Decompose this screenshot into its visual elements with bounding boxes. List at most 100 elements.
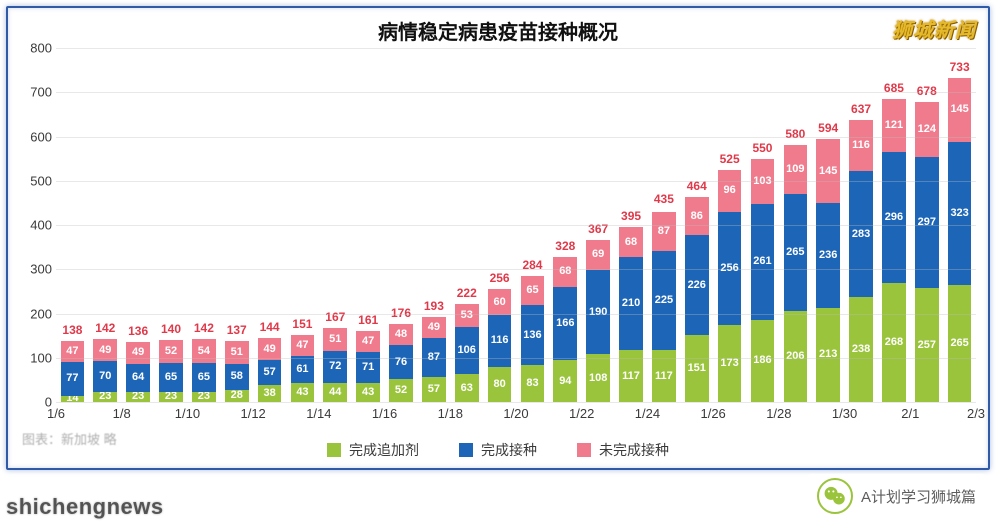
bar-segment-label: 86: [691, 211, 703, 222]
bar-segment-label: 87: [658, 226, 670, 237]
bar-segment-blue: 61: [291, 356, 315, 383]
watermark-top-right: 狮城新闻: [892, 14, 976, 43]
stacked-bar: 36710819069: [586, 240, 610, 402]
wechat-badge-text: A计划学习狮城篇: [861, 486, 976, 507]
grid-line: [56, 181, 976, 182]
bar-segment-pink: 87: [652, 212, 676, 250]
bar-segment-pink: 68: [553, 257, 577, 287]
bar-segment-label: 151: [688, 363, 706, 374]
bar-segment-label: 225: [655, 295, 673, 306]
bar-segment-label: 190: [589, 307, 607, 318]
bar-segment-label: 57: [263, 367, 275, 378]
bar-segment-green: 206: [784, 311, 808, 402]
bar-segment-label: 238: [852, 344, 870, 355]
x-tick-label: 1/14: [306, 406, 331, 421]
bar-total-label: 161: [358, 313, 378, 327]
bar-segment-blue: 65: [159, 363, 183, 392]
x-tick-label: 1/26: [700, 406, 725, 421]
bar-segment-label: 296: [885, 212, 903, 223]
bar-segment-label: 70: [99, 371, 111, 382]
grid-line: [56, 225, 976, 226]
stacked-bar: 550186261103: [751, 159, 775, 402]
stacked-bar: 46415122686: [685, 197, 709, 402]
bar-total-label: 140: [161, 322, 181, 336]
bar-segment-pink: 109: [784, 145, 808, 193]
bar-segment-label: 43: [362, 387, 374, 398]
bar-segment-pink: 49: [258, 338, 282, 360]
bar-total-label: 151: [292, 317, 312, 331]
bar-segment-pink: 68: [619, 227, 643, 257]
bar-segment-blue: 65: [192, 363, 216, 392]
wechat-icon: [817, 478, 853, 514]
x-tick-label: 1/30: [832, 406, 857, 421]
bar-total-label: 144: [260, 320, 280, 334]
grid-line: [56, 402, 976, 403]
bar-segment-pink: 145: [816, 139, 840, 203]
y-tick-label: 600: [12, 129, 52, 144]
bar-segment-label: 51: [231, 347, 243, 358]
bar-segment-pink: 47: [291, 335, 315, 356]
bar-segment-blue: 190: [586, 270, 610, 354]
bar-segment-label: 173: [720, 358, 738, 369]
bar-total-label: 222: [457, 286, 477, 300]
bar-segment-label: 49: [132, 347, 144, 358]
bar-segment-blue: 296: [882, 152, 906, 283]
legend-label: 完成接种: [481, 440, 537, 460]
bar-segment-label: 23: [165, 391, 177, 402]
bar-segment-label: 57: [428, 384, 440, 395]
bar-segment-label: 49: [263, 344, 275, 355]
bar-segment-blue: 72: [323, 351, 347, 383]
bar-segment-blue: 261: [751, 204, 775, 319]
bar-segment-label: 58: [231, 371, 243, 382]
bar-segment-label: 297: [918, 217, 936, 228]
bar-segment-green: 28: [225, 390, 249, 402]
stacked-bar: 151436147: [291, 335, 315, 402]
grid-line: [56, 92, 976, 93]
bar-segment-pink: 49: [126, 342, 150, 364]
bar-segment-label: 65: [526, 285, 538, 296]
bar-segment-label: 49: [99, 345, 111, 356]
bar-segment-blue: 265: [784, 194, 808, 311]
stacked-bar: 52517325696: [718, 170, 742, 402]
bar-segment-blue: 166: [553, 287, 577, 360]
grid-line: [56, 269, 976, 270]
bar-segment-pink: 52: [159, 340, 183, 363]
bar-segment-pink: 54: [192, 339, 216, 363]
bar-segment-pink: 96: [718, 170, 742, 212]
bar-segment-pink: 116: [849, 120, 873, 171]
stacked-bar: 685268296121: [882, 99, 906, 402]
bar-segment-pink: 49: [422, 317, 446, 339]
bar-segment-blue: 58: [225, 364, 249, 390]
bar-segment-label: 265: [950, 338, 968, 349]
source-note: 图表：新加坡 略: [22, 429, 117, 448]
bar-total-label: 138: [62, 323, 82, 337]
bar-segment-label: 323: [950, 208, 968, 219]
bar-segment-blue: 225: [652, 251, 676, 351]
bar-segment-label: 23: [132, 391, 144, 402]
bar-segment-label: 38: [263, 388, 275, 399]
bar-segment-green: 213: [816, 308, 840, 402]
x-tick-label: 1/16: [372, 406, 397, 421]
bar-segment-label: 283: [852, 229, 870, 240]
bar-total-label: 594: [818, 121, 838, 135]
bar-segment-pink: 60: [488, 289, 512, 316]
stacked-bar: 142237049: [93, 339, 117, 402]
stacked-bar: 3289416668: [553, 257, 577, 402]
legend-label: 完成追加剂: [349, 440, 419, 460]
legend-item-blue: 完成接种: [459, 440, 537, 460]
bar-segment-label: 71: [362, 362, 374, 373]
stacked-bar: 144385749: [258, 338, 282, 402]
bar-segment-blue: 210: [619, 257, 643, 350]
stacked-bar: 2226310653: [455, 304, 479, 402]
bar-segment-green: 38: [258, 385, 282, 402]
bar-segment-label: 257: [918, 340, 936, 351]
chart-area: 病情稳定病患疫苗接种概况 狮城新闻 1381477471422370491362…: [6, 6, 990, 470]
bar-segment-label: 65: [198, 372, 210, 383]
legend-item-green: 完成追加剂: [327, 440, 419, 460]
bar-segment-pink: 51: [323, 328, 347, 351]
bar-segment-label: 83: [526, 378, 538, 389]
bar-segment-green: 44: [323, 383, 347, 402]
stacked-bar: 580206265109: [784, 145, 808, 402]
chart-title: 病情稳定病患疫苗接种概况: [6, 16, 990, 45]
bar-segment-pink: 124: [915, 102, 939, 157]
